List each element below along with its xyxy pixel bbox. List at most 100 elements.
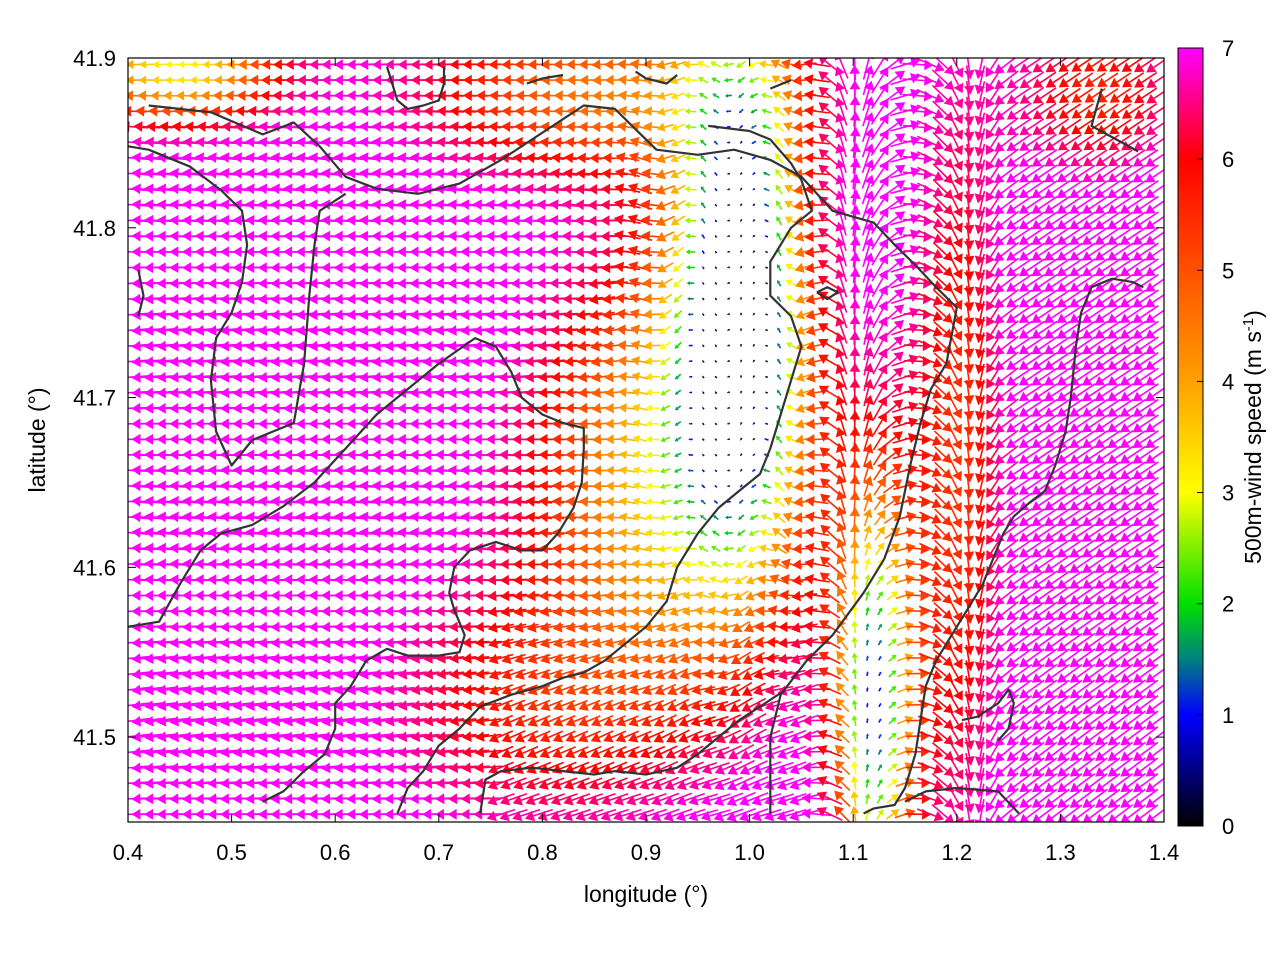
wind-arrow-head [654, 669, 666, 680]
wind-arrow-head [257, 700, 268, 711]
wind-arrow-head [552, 732, 564, 743]
wind-arrow-head [527, 669, 538, 680]
wind-arrow-shaft [510, 699, 526, 707]
wind-arrow-head [371, 605, 381, 617]
wind-arrow-head [1057, 782, 1068, 793]
wind-arrow-shaft [853, 672, 857, 680]
wind-arrow-head [156, 747, 167, 758]
wind-arrow-head [850, 775, 859, 783]
wind-arrow-head [891, 638, 897, 645]
wind-arrow-shaft [866, 657, 869, 661]
wind-arrow-shaft [635, 746, 653, 754]
wind-arrow-head [500, 590, 510, 602]
wind-arrow-shaft [1051, 601, 1071, 616]
wind-arrow-head [891, 748, 897, 754]
wind-arrow-shaft [572, 777, 590, 786]
wind-arrow-shaft [753, 453, 756, 456]
wind-arrow-head [591, 653, 602, 664]
wind-arrow-head [448, 777, 458, 789]
wind-arrow-shaft [534, 745, 552, 754]
wind-arrow-shaft [1152, 637, 1164, 647]
wind-arrow-shaft [933, 617, 947, 630]
wind-arrow-head [931, 607, 943, 618]
wind-arrow-head [1007, 813, 1017, 822]
wind-arrow-head [964, 708, 975, 719]
wind-arrow-shaft [917, 761, 936, 770]
wind-arrow-head [436, 700, 447, 711]
wind-arrow-head [397, 731, 408, 743]
wind-arrow-shaft [812, 609, 831, 614]
wind-arrow-head [790, 622, 801, 633]
wind-arrow-shaft [561, 699, 576, 707]
wind-arrow-shaft [1127, 601, 1146, 616]
wind-arrow-head [182, 777, 192, 789]
wind-arrow-shaft [826, 592, 840, 604]
wind-arrow-head [694, 606, 704, 616]
wind-arrow-shaft [933, 586, 947, 599]
wind-arrow-head [156, 621, 166, 633]
wind-arrow-head [588, 810, 599, 822]
wind-arrow-head [817, 745, 828, 756]
wind-arrow-shaft [1051, 632, 1071, 647]
wind-arrow-head [604, 606, 615, 617]
wind-arrow-head [756, 590, 766, 601]
wind-arrow-head [540, 732, 551, 743]
wind-arrow-head [563, 795, 574, 806]
wind-arrow-head [500, 622, 511, 633]
wind-arrow-head [552, 590, 562, 602]
wind-arrow-head [627, 748, 638, 759]
wind-arrow-head [1057, 720, 1068, 730]
wind-arrow-shaft [1152, 793, 1164, 804]
wind-arrow-shaft [853, 735, 857, 742]
wind-arrow-head [448, 590, 458, 601]
wind-arrow-head [552, 606, 563, 617]
wind-arrow-head [194, 621, 204, 633]
wind-arrow-shaft [1152, 730, 1164, 741]
wind-arrow-shaft [840, 672, 849, 682]
wind-arrow-shaft [636, 715, 652, 723]
wind-arrow-head [602, 748, 614, 759]
wind-arrow-head [578, 700, 589, 711]
wind-arrow-shaft [888, 703, 894, 709]
wind-arrow-head [639, 779, 650, 790]
wind-arrow-head [1031, 626, 1043, 636]
wind-arrow-head [513, 779, 524, 790]
wind-arrow-head [577, 748, 588, 759]
wind-arrow-shaft [1101, 726, 1121, 741]
wind-arrow-head [220, 700, 230, 711]
wind-arrow-head [740, 734, 752, 744]
wind-arrow-shaft [1013, 710, 1033, 726]
wind-arrow-head [791, 590, 801, 602]
wind-arrow-head [257, 668, 268, 680]
wind-arrow-head [943, 766, 955, 777]
wind-arrow-head [207, 793, 217, 805]
wind-arrow-head [169, 684, 179, 696]
wind-arrow-shaft [1063, 726, 1083, 741]
wind-arrow-head [119, 434, 128, 445]
wind-arrow-shaft [749, 667, 766, 677]
wind-arrow-shaft [484, 686, 502, 691]
wind-arrow-head [489, 685, 500, 696]
wind-arrow-head [818, 651, 829, 662]
wind-arrow-head [283, 605, 293, 617]
wind-arrow-head [578, 606, 589, 617]
wind-arrow-head [245, 637, 255, 649]
wind-arrow-head [656, 606, 666, 617]
wind-arrow-shaft [1063, 757, 1083, 772]
wind-arrow-head [878, 779, 883, 784]
wind-arrow-head [1095, 798, 1106, 808]
wind-arrow-shaft [878, 719, 881, 723]
wind-arrow-head [295, 605, 305, 617]
wind-arrow-head [578, 590, 588, 602]
wind-arrow-head [753, 685, 764, 696]
wind-arrow-shaft [853, 419, 856, 437]
wind-arrow-head [384, 621, 394, 633]
wind-arrow-head [953, 753, 964, 764]
wind-arrow-shaft [840, 625, 849, 636]
wind-arrow-head [1044, 688, 1055, 699]
wind-arrow-head [1095, 813, 1106, 822]
wind-arrow-head [410, 684, 421, 696]
wind-arrow-shaft [660, 745, 678, 755]
wind-arrow-head [851, 730, 858, 737]
wind-arrow-head [974, 661, 986, 672]
